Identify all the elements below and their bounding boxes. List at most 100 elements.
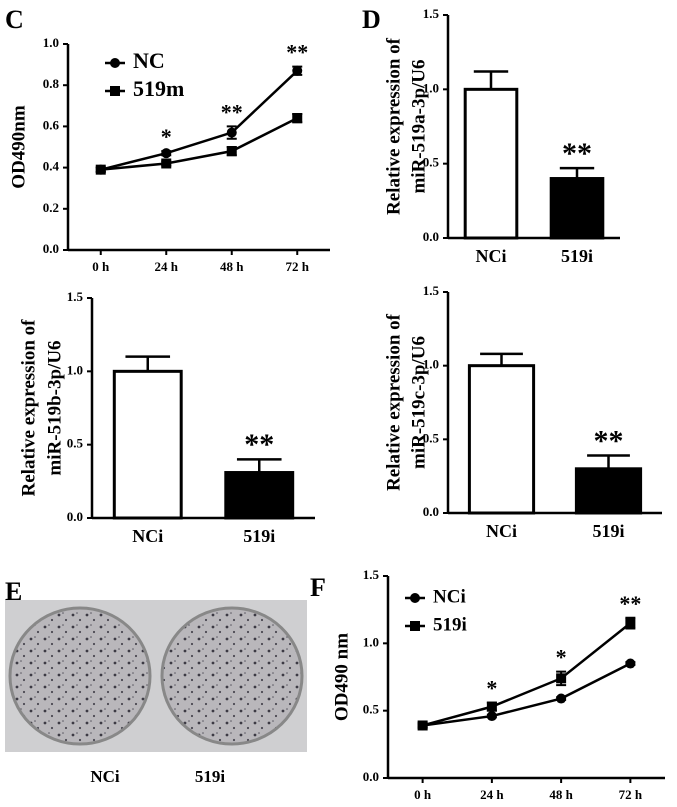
y-tick-label: 1.5 bbox=[423, 283, 440, 298]
significance-mark: * bbox=[486, 676, 497, 701]
marker bbox=[417, 720, 428, 731]
marker bbox=[486, 701, 497, 712]
panel-label: D bbox=[362, 5, 381, 34]
error-bar bbox=[236, 458, 282, 473]
error-bar bbox=[125, 355, 171, 372]
marker bbox=[226, 146, 237, 157]
x-tick-label: NCi bbox=[476, 246, 507, 266]
y-tick-label: 0.5 bbox=[67, 436, 84, 451]
x-tick-label: 48 h bbox=[220, 259, 244, 274]
image-caption: 519i bbox=[195, 767, 226, 786]
bar bbox=[112, 369, 183, 520]
line bbox=[422, 622, 632, 727]
y-axis-label: OD490nm bbox=[8, 105, 29, 189]
y-axis-label: Relative expression of bbox=[383, 313, 404, 491]
line bbox=[422, 662, 631, 727]
error-bar bbox=[480, 352, 523, 366]
y-axis-label: miR-519a-3p/U6 bbox=[408, 59, 429, 193]
x-tick-label: 24 h bbox=[480, 787, 504, 802]
y-tick-label: 0.5 bbox=[423, 155, 440, 170]
bar bbox=[574, 467, 643, 515]
significance-mark: ** bbox=[594, 424, 624, 457]
y-axis-label: miR-519b-3p/U6 bbox=[44, 340, 65, 475]
y-axis-label: Relative expression of bbox=[383, 37, 404, 215]
y-tick-label: 1.5 bbox=[67, 289, 84, 304]
x-tick-label: 48 h bbox=[549, 787, 573, 802]
bar bbox=[549, 177, 605, 240]
panel-label: F bbox=[310, 573, 326, 602]
dish bbox=[160, 606, 304, 746]
y-tick-label: 1.0 bbox=[423, 357, 439, 372]
line bbox=[100, 117, 298, 171]
y-tick-label: 1.0 bbox=[363, 634, 379, 649]
marker bbox=[292, 113, 303, 124]
y-axis-label: OD490 nm bbox=[331, 633, 352, 721]
y-tick-label: 1.0 bbox=[423, 80, 439, 95]
significance-mark: * bbox=[556, 645, 567, 670]
bar bbox=[224, 471, 295, 520]
marker bbox=[556, 673, 567, 684]
panel-label: C bbox=[5, 5, 24, 34]
y-tick-label: 0.0 bbox=[423, 229, 439, 244]
marker bbox=[292, 65, 303, 76]
x-tick-label: 72 h bbox=[286, 259, 310, 274]
y-tick-label: 1.5 bbox=[423, 6, 440, 21]
significance-mark: ** bbox=[286, 40, 308, 65]
error-bar bbox=[559, 166, 595, 179]
significance-mark: ** bbox=[221, 99, 243, 124]
legend-label: NCi bbox=[433, 586, 466, 607]
marker bbox=[625, 618, 636, 629]
x-tick-label: NCi bbox=[132, 526, 163, 546]
x-tick-label: NCi bbox=[486, 521, 517, 541]
bar bbox=[467, 364, 536, 515]
significance-mark: ** bbox=[244, 428, 274, 461]
y-tick-label: 0.2 bbox=[43, 200, 59, 215]
y-tick-label: 0.5 bbox=[363, 702, 380, 717]
y-tick-label: 0.0 bbox=[423, 504, 439, 519]
marker bbox=[110, 58, 120, 68]
significance-mark: ** bbox=[619, 591, 641, 616]
y-tick-label: 0.4 bbox=[43, 159, 60, 174]
y-tick-label: 0.5 bbox=[423, 430, 440, 445]
x-tick-label: 72 h bbox=[619, 787, 643, 802]
marker bbox=[110, 86, 120, 96]
marker bbox=[226, 127, 237, 138]
y-tick-label: 1.0 bbox=[43, 35, 59, 50]
line bbox=[100, 69, 299, 171]
legend-label: 519i bbox=[433, 614, 467, 635]
x-tick-label: 519i bbox=[592, 521, 624, 541]
y-tick-label: 0.0 bbox=[67, 509, 83, 524]
marker bbox=[556, 693, 567, 704]
legend-label: NC bbox=[133, 48, 165, 73]
colony-image bbox=[5, 600, 307, 752]
y-tick-label: 0.8 bbox=[43, 76, 60, 91]
image-caption: NCi bbox=[90, 767, 120, 786]
y-tick-label: 0.0 bbox=[43, 241, 59, 256]
significance-mark: * bbox=[161, 124, 172, 149]
marker bbox=[161, 158, 172, 169]
dish bbox=[8, 606, 152, 746]
error-bar bbox=[473, 70, 509, 90]
x-tick-label: 519i bbox=[561, 246, 593, 266]
panel-label: E bbox=[5, 577, 22, 606]
y-tick-label: 0.6 bbox=[43, 117, 60, 132]
marker bbox=[486, 711, 497, 722]
y-axis-label: miR-519c-3p/U6 bbox=[408, 336, 429, 469]
significance-mark: ** bbox=[562, 137, 592, 170]
y-tick-label: 1.0 bbox=[67, 362, 83, 377]
marker bbox=[625, 658, 636, 669]
error-bar bbox=[587, 454, 630, 469]
marker bbox=[161, 148, 172, 159]
marker bbox=[410, 593, 420, 603]
legend-label: 519m bbox=[133, 76, 184, 101]
y-tick-label: 0.0 bbox=[363, 769, 379, 784]
x-tick-label: 24 h bbox=[155, 259, 179, 274]
x-tick-label: 519i bbox=[243, 526, 275, 546]
y-axis-label: Relative expression of bbox=[18, 319, 39, 497]
bar bbox=[463, 87, 519, 240]
x-tick-label: 0 h bbox=[414, 787, 432, 802]
marker bbox=[410, 621, 420, 631]
marker bbox=[95, 164, 106, 175]
x-tick-label: 0 h bbox=[92, 259, 110, 274]
